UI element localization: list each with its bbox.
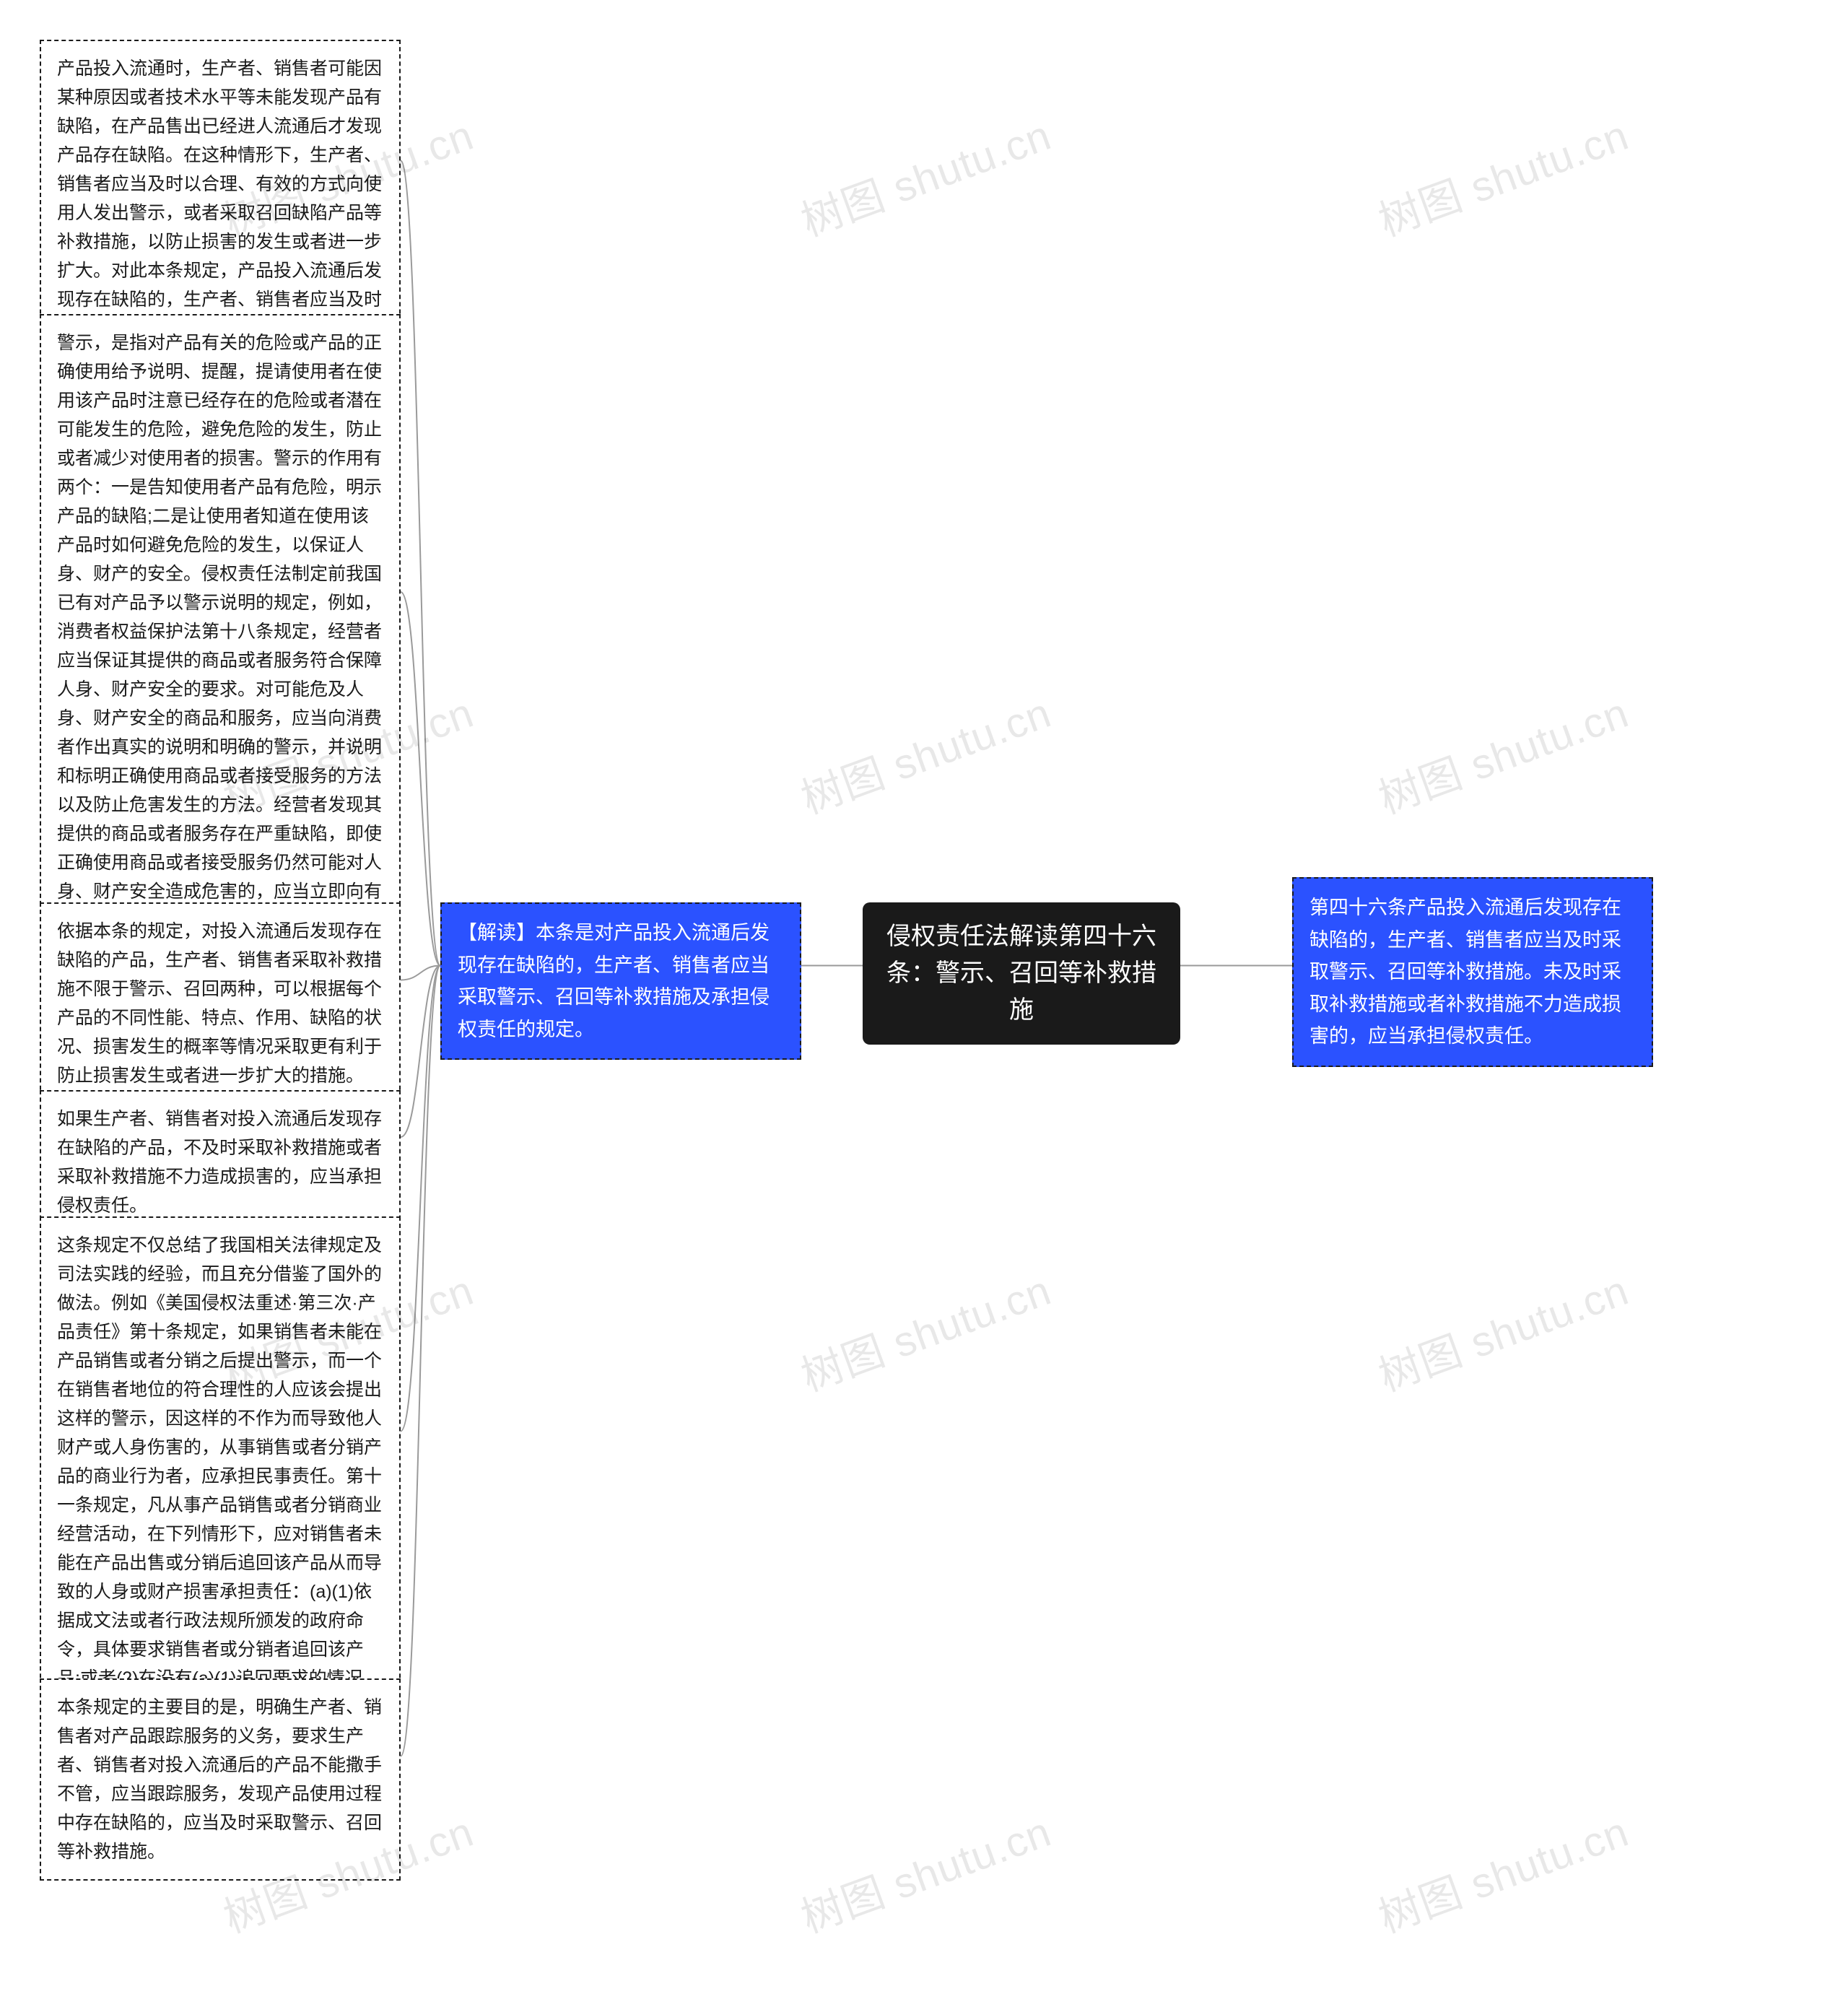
watermark: 树图 shutu.cn [1369,1257,1636,1403]
root-node-text: 侵权责任法解读第四十六条：警示、召回等补救措施 [886,923,1156,1024]
interpretation-text: 【解读】本条是对产品投入流通后发现存在缺陷的，生产者、销售者应当采取警示、召回等… [458,922,770,1040]
watermark: 树图 shutu.cn [792,1798,1058,1945]
leaf-node[interactable]: 依据本条的规定，对投入流通后发现存在缺陷的产品，生产者、销售者采取补救措施不限于… [40,902,401,1105]
article-text: 第四十六条产品投入流通后发现存在缺陷的，生产者、销售者应当及时采取警示、召回等补… [1309,897,1621,1047]
leaf-text: 如果生产者、销售者对投入流通后发现存在缺陷的产品，不及时采取补救措施或者采取补救… [57,1109,382,1216]
interpretation-node[interactable]: 【解读】本条是对产品投入流通后发现存在缺陷的，生产者、销售者应当采取警示、召回等… [440,902,801,1060]
leaf-node[interactable]: 产品投入流通时，生产者、销售者可能因某种原因或者技术水平等未能发现产品有缺陷，在… [40,40,401,357]
watermark: 树图 shutu.cn [1369,102,1636,248]
watermark: 树图 shutu.cn [1369,679,1636,826]
leaf-node[interactable]: 本条规定的主要目的是，明确生产者、销售者对产品跟踪服务的义务，要求生产者、销售者… [40,1678,401,1881]
watermark: 树图 shutu.cn [792,102,1058,248]
leaf-text: 依据本条的规定，对投入流通后发现存在缺陷的产品，生产者、销售者采取补救措施不限于… [57,921,382,1086]
leaf-text: 本条规定的主要目的是，明确生产者、销售者对产品跟踪服务的义务，要求生产者、销售者… [57,1697,382,1862]
article-text-node[interactable]: 第四十六条产品投入流通后发现存在缺陷的，生产者、销售者应当及时采取警示、召回等补… [1292,877,1653,1067]
watermark: 树图 shutu.cn [1369,1798,1636,1945]
watermark: 树图 shutu.cn [792,679,1058,826]
leaf-node[interactable]: 如果生产者、销售者对投入流通后发现存在缺陷的产品，不及时采取补救措施或者采取补救… [40,1090,401,1234]
root-node[interactable]: 侵权责任法解读第四十六条：警示、召回等补救措施 [863,902,1180,1045]
mindmap-canvas: 侵权责任法解读第四十六条：警示、召回等补救措施 第四十六条产品投入流通后发现存在… [0,0,1848,1999]
leaf-text: 产品投入流通时，生产者、销售者可能因某种原因或者技术水平等未能发现产品有缺陷，在… [57,58,382,339]
watermark: 树图 shutu.cn [792,1257,1058,1403]
